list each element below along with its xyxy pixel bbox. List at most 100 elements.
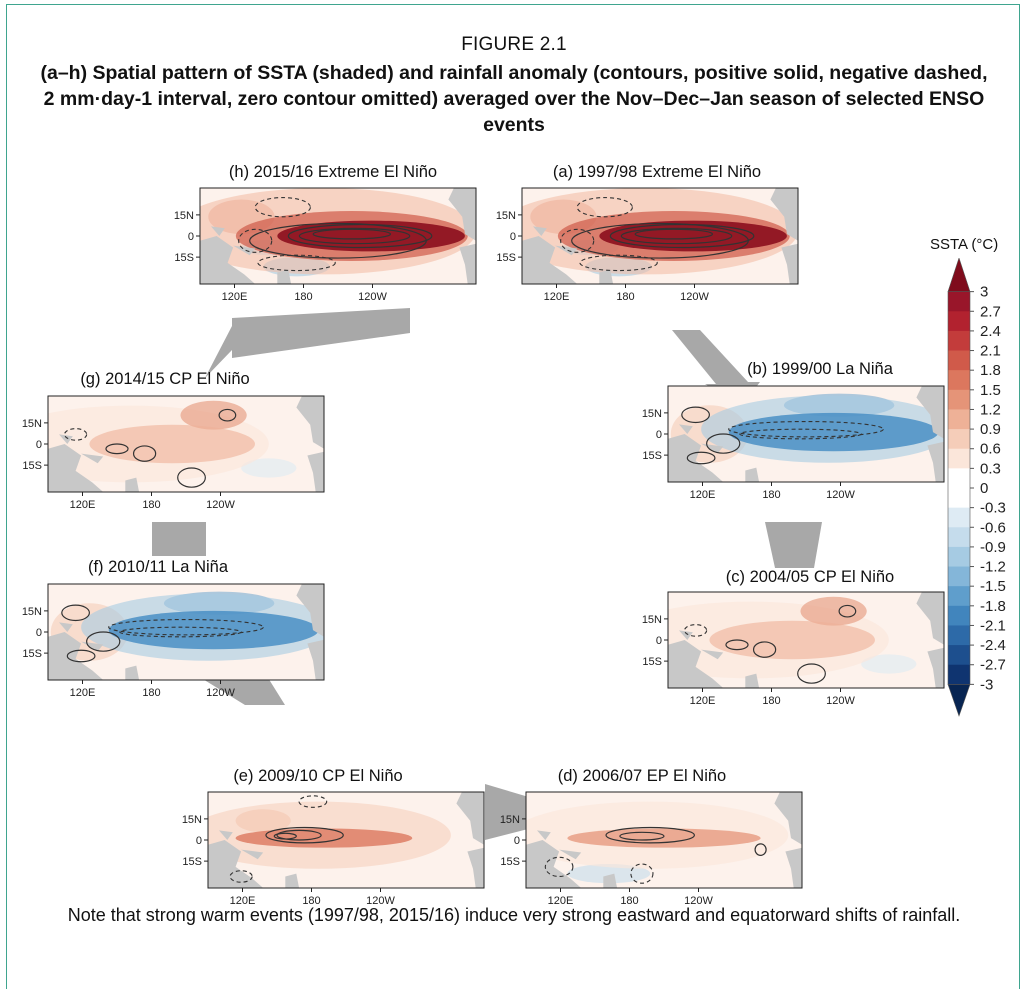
rain-contour-positive xyxy=(273,832,297,840)
panel-title-d: (d) 2006/07 EP El Niño xyxy=(557,767,727,785)
figure-frame xyxy=(6,4,1020,989)
land-mask xyxy=(241,849,264,860)
land-mask xyxy=(456,792,484,845)
rain-contour-positive xyxy=(706,433,741,454)
colorbar-label: -2.7 xyxy=(980,657,1006,674)
lon-label: 120W xyxy=(684,895,713,907)
rain-contour-positive xyxy=(86,631,121,652)
land-mask xyxy=(211,226,225,236)
rain-contour-negative xyxy=(684,624,708,637)
lat-label: 15S xyxy=(22,460,42,472)
colorbar-swatch xyxy=(948,468,970,489)
lon-label: 180 xyxy=(142,687,160,699)
lat-label: 15N xyxy=(500,814,520,826)
arrow-h-to-a xyxy=(205,308,410,378)
colorbar-label: 3 xyxy=(980,284,988,301)
rain-contour-positive xyxy=(620,227,733,245)
rain-contour-negative xyxy=(257,254,336,272)
ssta-shading xyxy=(235,828,413,848)
colorbar-label: 1.5 xyxy=(980,382,1001,399)
ssta-shading xyxy=(180,400,247,430)
lat-label: 15N xyxy=(642,408,662,420)
panel-title-c: (c) 2004/05 CP El Niño xyxy=(725,568,895,586)
land-mask xyxy=(307,639,324,680)
land-mask xyxy=(277,269,292,284)
lon-label: 180 xyxy=(762,695,780,707)
rain-contour-positive xyxy=(312,228,392,240)
lon-label: 180 xyxy=(302,895,320,907)
lat-label: 15N xyxy=(182,814,202,826)
lon-label: 120E xyxy=(690,489,716,501)
ssta-shading xyxy=(208,801,451,869)
colorbar-swatch xyxy=(948,330,970,352)
land-mask xyxy=(48,444,104,492)
ssta-shading xyxy=(567,864,651,884)
rain-contour-positive xyxy=(105,443,129,455)
map-panel-c: 15N 0 15S 120E 180 120W xyxy=(642,591,945,707)
rain-contour-positive xyxy=(218,408,237,422)
lat-label: 0 xyxy=(514,835,520,847)
panel-title-g: (g) 2014/15 CP El Niño xyxy=(80,370,250,388)
lon-label: 180 xyxy=(294,291,312,303)
land-mask xyxy=(459,243,476,284)
lon-label: 120W xyxy=(826,489,855,501)
lat-label: 15S xyxy=(22,648,42,660)
lon-label: 180 xyxy=(142,499,160,511)
map-panel-d: 15N 0 15S 120E 180 120W xyxy=(500,791,803,907)
rain-contour-negative xyxy=(544,856,574,878)
rain-contour-positive xyxy=(265,826,344,844)
land-mask xyxy=(522,236,578,284)
land-mask xyxy=(770,188,798,241)
land-mask xyxy=(916,592,944,645)
land-mask xyxy=(745,467,760,482)
colorbar-label: 0.9 xyxy=(980,421,1001,438)
lon-label: 180 xyxy=(762,489,780,501)
rain-contour-negative xyxy=(298,795,328,808)
figure-label: FIGURE 2.1 xyxy=(461,34,567,55)
lat-label: 15N xyxy=(22,418,42,430)
colorbar-label: 2.1 xyxy=(980,343,1001,360)
land-mask xyxy=(555,245,578,256)
rain-contour-positive xyxy=(725,639,749,651)
colorbar-swatch xyxy=(948,429,970,450)
ssta-shading xyxy=(709,620,875,660)
lat-label: 0 xyxy=(36,627,42,639)
colorbar-label: -0.3 xyxy=(980,500,1006,517)
land-mask xyxy=(679,424,693,434)
land-mask xyxy=(533,226,547,236)
lat-label: 0 xyxy=(188,231,194,243)
lon-label: 180 xyxy=(620,895,638,907)
land-mask xyxy=(59,434,73,444)
lon-label: 120E xyxy=(690,695,716,707)
colorbar-cap-top xyxy=(947,258,971,292)
land-mask xyxy=(81,453,104,464)
arrow-g-to-f xyxy=(152,522,206,556)
colorbar-label: -2.1 xyxy=(980,617,1006,634)
rain-contour-negative xyxy=(728,420,884,438)
land-mask xyxy=(785,847,802,888)
lon-label: 120E xyxy=(230,895,256,907)
ssta-shading xyxy=(108,610,319,650)
rain-contour-positive xyxy=(797,663,826,684)
ssta-shading xyxy=(861,654,917,674)
ssta-shading xyxy=(89,424,255,464)
land-mask xyxy=(599,269,614,284)
lat-label: 15S xyxy=(642,656,662,668)
land-mask xyxy=(59,622,73,632)
figure-note: Note that strong warm events (1997/98, 2… xyxy=(67,905,961,925)
map-panel-f: 15N 0 15S 120E 180 120W xyxy=(22,583,325,699)
lon-label: 120W xyxy=(826,695,855,707)
rain-contour-positive xyxy=(686,451,716,465)
panel-title-b: (b) 1999/00 La Niña xyxy=(747,360,893,378)
colorbar-swatch xyxy=(948,527,970,548)
lon-label: 120E xyxy=(222,291,248,303)
lat-label: 0 xyxy=(36,439,42,451)
lat-label: 15N xyxy=(22,606,42,618)
lon-label: 120E xyxy=(70,687,96,699)
figure-title: (a–h) Spatial pattern of SSTA (shaded) a… xyxy=(40,62,988,136)
rain-contour-positive xyxy=(634,228,714,240)
panel-title-e: (e) 2009/10 CP El Niño xyxy=(233,767,403,785)
ssta-shading xyxy=(728,412,939,452)
land-mask xyxy=(668,640,724,688)
land-mask xyxy=(233,245,256,256)
